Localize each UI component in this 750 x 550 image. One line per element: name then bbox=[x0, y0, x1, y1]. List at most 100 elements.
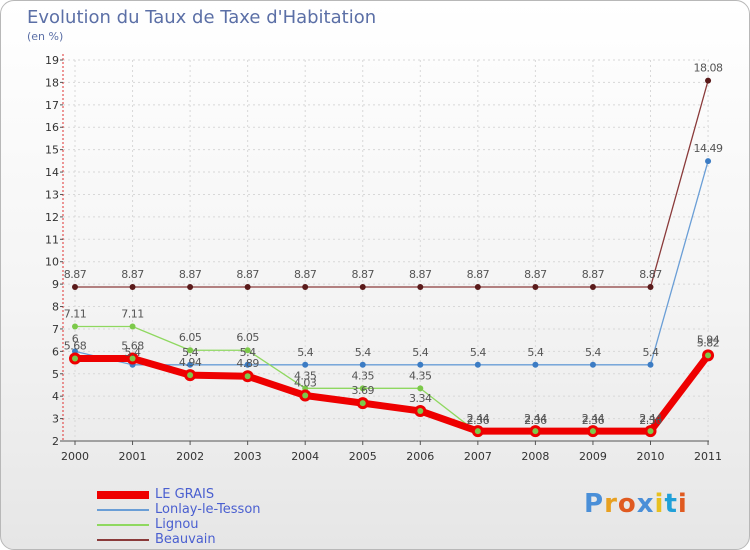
data-label-lonlay-le-tesson: 5.4 bbox=[182, 346, 198, 359]
point-beauvain bbox=[417, 284, 424, 291]
logo-letter: o bbox=[617, 489, 637, 519]
data-label-le-grais: 2.44 bbox=[467, 412, 490, 425]
data-label-lignou: 5.94 bbox=[697, 334, 720, 347]
y-tick-label: 14 bbox=[45, 166, 59, 179]
data-label-le-grais: 2.44 bbox=[639, 412, 662, 425]
y-tick-label: 15 bbox=[45, 144, 59, 157]
point-le-grais-inner bbox=[129, 355, 136, 362]
x-tick-label: 2004 bbox=[291, 450, 319, 463]
y-tick-label: 8 bbox=[52, 301, 59, 314]
point-lonlay-le-tesson bbox=[302, 361, 309, 368]
x-tick-label: 2011 bbox=[694, 450, 722, 463]
point-beauvain bbox=[474, 284, 481, 291]
data-label-beauvain: 8.87 bbox=[294, 268, 317, 281]
data-label-lignou: 2.36 bbox=[639, 414, 662, 427]
point-lignou bbox=[72, 323, 78, 330]
point-le-grais-inner bbox=[72, 355, 78, 362]
data-label-beauvain: 8.87 bbox=[121, 268, 144, 281]
point-le-grais-inner bbox=[417, 407, 424, 414]
legend-swatch-le-grais bbox=[97, 490, 149, 499]
data-label-le-grais: 2.44 bbox=[524, 412, 547, 425]
data-label-lignou: 2.36 bbox=[524, 414, 547, 427]
point-beauvain bbox=[705, 77, 712, 84]
data-label-lonlay-le-tesson: 5.4 bbox=[643, 346, 659, 359]
series-line-beauvain bbox=[75, 80, 709, 288]
data-label-lonlay-le-tesson: 5.4 bbox=[527, 346, 543, 359]
data-label-lignou: 6.05 bbox=[236, 331, 259, 344]
data-label-beauvain: 8.87 bbox=[639, 268, 662, 281]
point-lonlay-le-tesson bbox=[359, 361, 366, 368]
x-tick-label: 2002 bbox=[176, 450, 204, 463]
y-tick-label: 3 bbox=[52, 413, 59, 426]
y-tick-label: 13 bbox=[45, 188, 59, 201]
data-label-beauvain: 8.87 bbox=[352, 268, 375, 281]
data-label-lonlay-le-tesson: 5.4 bbox=[297, 346, 313, 359]
logo-letter: t bbox=[664, 489, 678, 519]
y-tick-label: 5 bbox=[52, 368, 59, 381]
x-tick-label: 2010 bbox=[637, 450, 665, 463]
data-label-lonlay-le-tesson: 5.4 bbox=[355, 346, 371, 359]
x-tick-label: 2005 bbox=[349, 450, 377, 463]
point-le-grais-inner bbox=[187, 372, 194, 379]
x-tick-label: 2003 bbox=[234, 450, 262, 463]
data-label-le-grais: 3.69 bbox=[352, 384, 375, 397]
data-label-lonlay-le-tesson: 5.4 bbox=[470, 346, 486, 359]
data-label-lonlay-le-tesson: 5.4 bbox=[585, 346, 601, 359]
data-label-beauvain: 8.87 bbox=[524, 268, 547, 281]
legend-label-le-grais: LE GRAIS bbox=[155, 487, 215, 502]
y-tick-label: 18 bbox=[45, 76, 59, 89]
point-lonlay-le-tesson bbox=[417, 361, 424, 368]
data-label-le-grais: 5.82 bbox=[697, 336, 720, 349]
data-label-lonlay-le-tesson: 5.4 bbox=[125, 346, 141, 359]
y-tick-label: 16 bbox=[45, 121, 59, 134]
data-label-lonlay-le-tesson: 5.4 bbox=[412, 346, 428, 359]
legend-item-lonlay: Lonlay-le-Tesson bbox=[97, 502, 261, 517]
data-label-lignou: 4.35 bbox=[409, 369, 432, 382]
x-tick-label: 2008 bbox=[521, 450, 549, 463]
x-tick-label: 2006 bbox=[406, 450, 434, 463]
point-lonlay-le-tesson bbox=[589, 361, 596, 368]
data-label-beauvain: 18.08 bbox=[694, 62, 723, 75]
logo-letter: i bbox=[677, 489, 688, 519]
legend-item-beauvain: Beauvain bbox=[97, 532, 261, 547]
point-le-grais-inner bbox=[474, 428, 481, 435]
data-label-le-grais: 5.68 bbox=[64, 340, 87, 353]
data-label-lignou: 4.35 bbox=[352, 369, 375, 382]
point-le-grais-inner bbox=[647, 428, 654, 435]
y-tick-label: 4 bbox=[52, 390, 59, 403]
point-le-grais-inner bbox=[532, 428, 539, 435]
logo-letter: P bbox=[584, 489, 605, 519]
data-label-lonlay-le-tesson: 5.4 bbox=[240, 346, 256, 359]
point-lonlay-le-tesson bbox=[647, 361, 654, 368]
legend-swatch-lonlay bbox=[97, 508, 149, 511]
y-tick-label: 2 bbox=[52, 435, 59, 448]
point-beauvain bbox=[647, 284, 654, 291]
point-lignou bbox=[359, 385, 366, 392]
logo-letter: i bbox=[654, 489, 665, 519]
chart-title: Evolution du Taux de Taxe d'Habitation bbox=[27, 7, 377, 28]
data-label-le-grais: 4.03 bbox=[294, 377, 317, 390]
data-label-lignou: 2.36 bbox=[467, 414, 490, 427]
data-label-le-grais: 4.89 bbox=[236, 357, 259, 370]
point-beauvain bbox=[302, 284, 309, 291]
point-beauvain bbox=[589, 284, 596, 291]
data-label-lonlay-le-tesson: 14.49 bbox=[694, 142, 723, 155]
y-tick-label: 17 bbox=[45, 99, 59, 112]
point-beauvain bbox=[72, 284, 78, 291]
data-label-beauvain: 8.87 bbox=[467, 268, 490, 281]
data-label-le-grais: 4.94 bbox=[179, 356, 202, 369]
legend-swatch-lignou bbox=[97, 523, 149, 526]
point-beauvain bbox=[129, 284, 136, 291]
data-label-beauvain: 8.87 bbox=[64, 268, 87, 281]
y-tick-label: 7 bbox=[52, 323, 59, 336]
point-lonlay-le-tesson bbox=[705, 158, 712, 165]
legend-swatch-beauvain bbox=[97, 538, 149, 541]
x-tick-label: 2000 bbox=[61, 450, 89, 463]
point-beauvain bbox=[359, 284, 366, 291]
data-label-beauvain: 8.87 bbox=[582, 268, 605, 281]
series-line-lignou bbox=[75, 325, 709, 434]
point-lonlay-le-tesson bbox=[474, 361, 481, 368]
point-lignou bbox=[129, 323, 136, 330]
point-lignou bbox=[187, 347, 194, 354]
